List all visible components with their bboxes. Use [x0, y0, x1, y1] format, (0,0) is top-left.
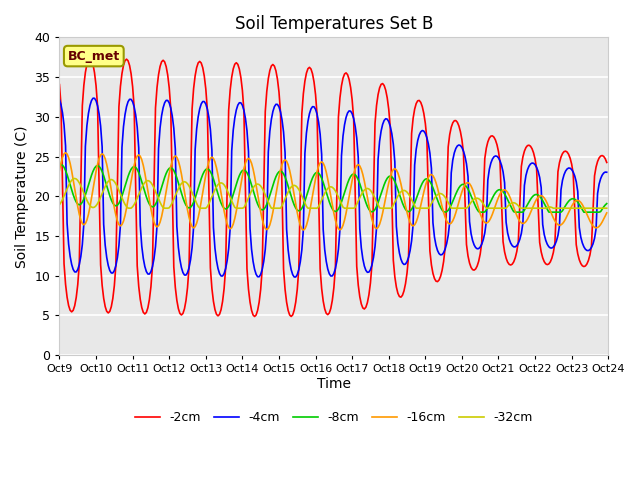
Line: -4cm: -4cm: [60, 98, 607, 277]
-16cm: [296, 223, 304, 228]
-2cm: [251, 313, 259, 319]
-4cm: [603, 169, 611, 175]
-16cm: [300, 227, 307, 233]
-4cm: [248, 246, 255, 252]
-2cm: [298, 111, 306, 117]
Line: -2cm: -2cm: [60, 58, 607, 316]
-32cm: [124, 205, 132, 211]
-32cm: [298, 193, 306, 199]
-8cm: [56, 162, 63, 168]
-4cm: [89, 96, 97, 101]
-2cm: [220, 286, 228, 291]
-2cm: [603, 159, 611, 165]
-32cm: [240, 204, 248, 210]
-32cm: [249, 185, 257, 191]
-2cm: [86, 55, 94, 61]
-2cm: [56, 82, 63, 87]
-4cm: [291, 274, 298, 280]
-32cm: [125, 205, 133, 211]
-16cm: [61, 150, 69, 156]
-4cm: [239, 102, 246, 108]
-32cm: [56, 202, 63, 207]
-16cm: [220, 208, 228, 214]
-8cm: [124, 174, 132, 180]
X-axis label: Time: Time: [317, 377, 351, 391]
Title: Soil Temperatures Set B: Soil Temperatures Set B: [235, 15, 433, 33]
-32cm: [71, 176, 79, 181]
-2cm: [248, 307, 255, 313]
-8cm: [296, 207, 304, 213]
-32cm: [222, 184, 230, 190]
Legend: -2cm, -4cm, -8cm, -16cm, -32cm: -2cm, -4cm, -8cm, -16cm, -32cm: [130, 406, 538, 429]
-16cm: [56, 168, 63, 173]
-16cm: [248, 160, 255, 166]
-32cm: [575, 205, 583, 211]
-32cm: [603, 205, 611, 211]
-8cm: [57, 162, 65, 168]
-8cm: [248, 182, 255, 188]
Line: -32cm: -32cm: [60, 179, 607, 208]
-4cm: [575, 225, 583, 230]
-8cm: [575, 202, 583, 207]
-4cm: [124, 99, 132, 105]
-8cm: [239, 168, 246, 173]
-8cm: [476, 209, 484, 215]
-16cm: [239, 173, 246, 179]
-4cm: [220, 271, 228, 276]
-4cm: [298, 247, 306, 253]
Y-axis label: Soil Temperature (C): Soil Temperature (C): [15, 125, 29, 267]
-16cm: [575, 198, 583, 204]
-4cm: [56, 97, 63, 103]
-2cm: [124, 58, 132, 64]
-2cm: [575, 257, 583, 263]
Text: BC_met: BC_met: [68, 49, 120, 62]
Line: -16cm: -16cm: [60, 153, 607, 230]
-16cm: [603, 210, 611, 216]
-2cm: [239, 87, 246, 93]
-8cm: [220, 205, 228, 211]
-16cm: [124, 197, 132, 203]
-8cm: [603, 201, 611, 206]
Line: -8cm: -8cm: [60, 165, 607, 212]
